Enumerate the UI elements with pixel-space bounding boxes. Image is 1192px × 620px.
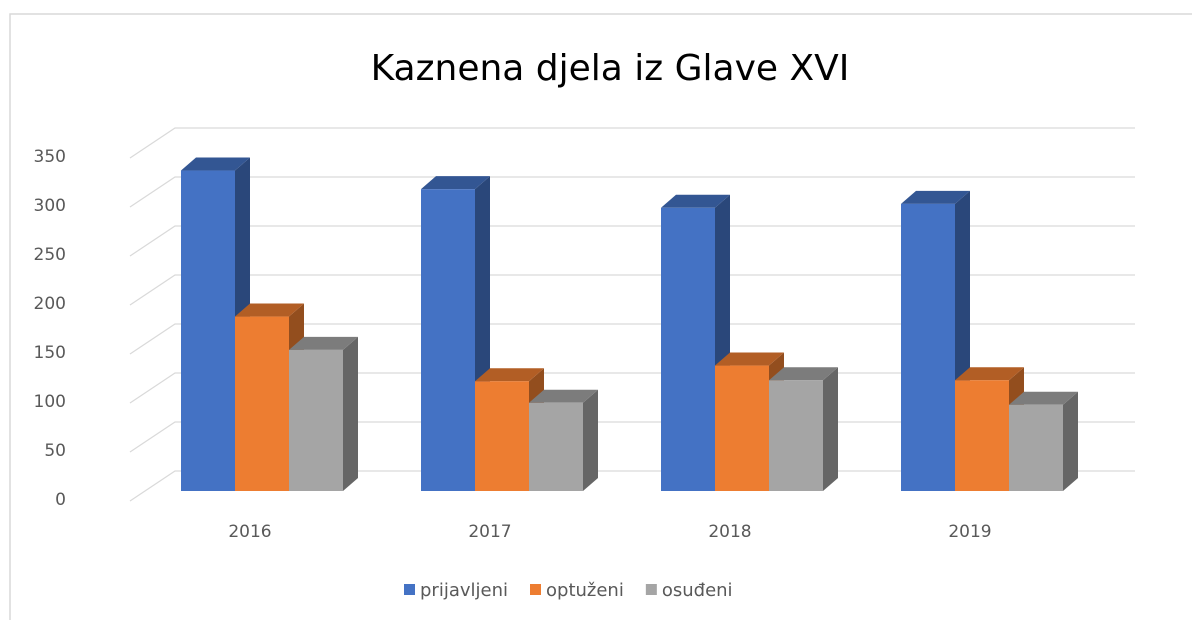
- y-tick-label: 0: [55, 490, 66, 510]
- legend-swatch: [530, 584, 541, 595]
- grid-line: [129, 323, 1135, 355]
- bar-top: [769, 367, 838, 381]
- x-tick-label: 2019: [948, 522, 991, 542]
- y-tick-label: 150: [34, 343, 66, 363]
- legend-label: osuđeni: [662, 580, 733, 601]
- bar-top: [1009, 391, 1078, 405]
- grid-line: [129, 225, 1135, 257]
- chart-frame: [9, 13, 1192, 620]
- bar: [529, 402, 583, 491]
- bar: [235, 316, 289, 491]
- legend-swatch: [645, 584, 657, 595]
- bar: [661, 207, 715, 491]
- x-tick-label: 2018: [708, 522, 751, 542]
- x-tick-label: 2017: [468, 522, 511, 542]
- bar-top: [955, 367, 1024, 381]
- y-tick-label: 50: [44, 441, 66, 461]
- bar-side: [823, 367, 838, 491]
- bar-top: [661, 194, 730, 208]
- bar-top: [715, 352, 784, 366]
- x-tick-label: 2016: [228, 522, 271, 542]
- bar-top: [421, 176, 490, 190]
- bar: [1009, 404, 1063, 491]
- y-tick-label: 300: [34, 196, 66, 216]
- bar: [421, 189, 475, 491]
- chart-title: Kaznena djela iz Glave XVI: [371, 48, 850, 89]
- bar-side: [583, 389, 598, 491]
- bar-top: [289, 336, 358, 350]
- bar-side: [1063, 391, 1078, 491]
- grid-line: [129, 127, 1135, 159]
- bar-side: [343, 336, 358, 491]
- bar: [715, 365, 769, 491]
- bar: [955, 380, 1009, 491]
- y-tick-label: 200: [34, 294, 66, 314]
- bar-top: [235, 303, 304, 317]
- y-tick-label: 350: [34, 147, 66, 167]
- grid-line: [129, 176, 1135, 208]
- bar: [289, 349, 343, 491]
- legend-label: optuženi: [546, 580, 624, 601]
- bar-top: [529, 389, 598, 403]
- bar-top: [475, 368, 544, 382]
- bar: [901, 203, 955, 492]
- legend-label: prijavljeni: [420, 580, 508, 601]
- bar: [769, 380, 823, 491]
- y-tick-label: 100: [34, 392, 66, 412]
- legend-swatch: [404, 584, 415, 595]
- bar-top: [181, 157, 250, 171]
- grid-line: [129, 274, 1135, 306]
- y-tick-label: 250: [34, 245, 66, 265]
- bar: [475, 381, 529, 491]
- bar-top: [901, 190, 970, 204]
- bar: [181, 170, 235, 492]
